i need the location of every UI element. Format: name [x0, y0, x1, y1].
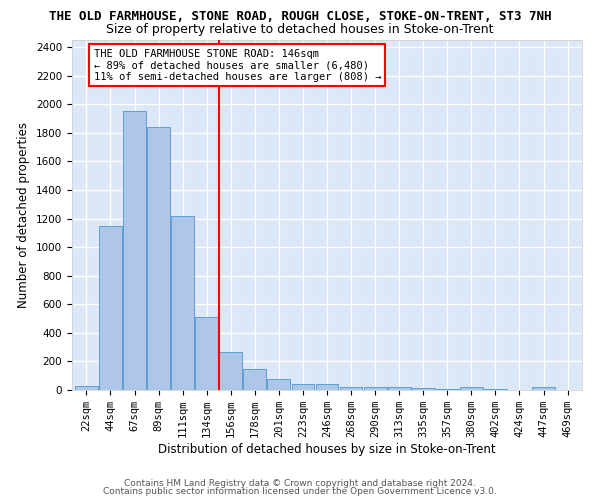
Bar — [244, 368, 266, 390]
Bar — [292, 384, 314, 390]
Bar — [412, 388, 434, 390]
Bar — [460, 387, 483, 390]
Bar — [364, 387, 386, 390]
Bar — [171, 216, 194, 390]
Bar — [123, 112, 146, 390]
Bar — [195, 317, 218, 390]
Bar — [316, 384, 338, 390]
Text: Contains HM Land Registry data © Crown copyright and database right 2024.: Contains HM Land Registry data © Crown c… — [124, 478, 476, 488]
Text: THE OLD FARMHOUSE STONE ROAD: 146sqm
← 89% of detached houses are smaller (6,480: THE OLD FARMHOUSE STONE ROAD: 146sqm ← 8… — [94, 48, 381, 82]
Bar — [268, 378, 290, 390]
Text: Contains public sector information licensed under the Open Government Licence v3: Contains public sector information licen… — [103, 487, 497, 496]
Bar — [147, 127, 170, 390]
Y-axis label: Number of detached properties: Number of detached properties — [17, 122, 31, 308]
Bar — [340, 387, 362, 390]
Text: THE OLD FARMHOUSE, STONE ROAD, ROUGH CLOSE, STOKE-ON-TRENT, ST3 7NH: THE OLD FARMHOUSE, STONE ROAD, ROUGH CLO… — [49, 10, 551, 23]
Bar — [532, 387, 555, 390]
Bar — [220, 352, 242, 390]
Bar — [75, 386, 98, 390]
Bar — [99, 226, 122, 390]
Text: Size of property relative to detached houses in Stoke-on-Trent: Size of property relative to detached ho… — [106, 22, 494, 36]
X-axis label: Distribution of detached houses by size in Stoke-on-Trent: Distribution of detached houses by size … — [158, 443, 496, 456]
Bar — [388, 387, 410, 390]
